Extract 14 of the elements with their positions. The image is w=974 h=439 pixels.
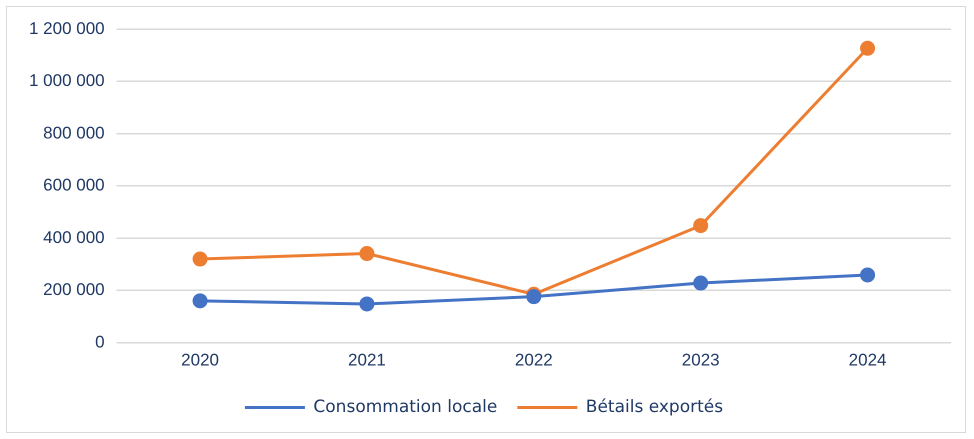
legend-label: Consommation locale [313,396,498,417]
y-tick-label: 600 000 [43,176,105,195]
y-tick-label: 0 [95,332,105,352]
y-tick-label: 400 000 [43,228,105,247]
y-tick-label: 1 200 000 [28,18,105,38]
y-tick-label: 800 000 [43,123,105,142]
legend-label: Bétails exportés [586,396,724,417]
x-tick-label: 2021 [348,350,386,370]
y-tick-label: 1 000 000 [28,71,105,90]
y-tick-label: 200 000 [43,280,105,300]
x-tick-label: 2023 [682,350,720,370]
x-tick-label: 2022 [514,350,553,370]
x-tick-label: 2024 [848,350,886,370]
x-tick-label: 2020 [181,350,219,370]
